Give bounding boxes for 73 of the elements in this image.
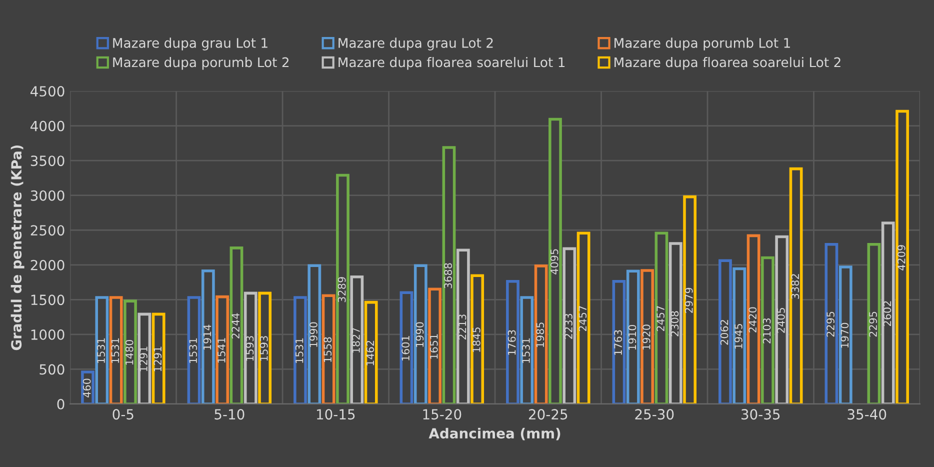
data-label: 1945: [734, 324, 742, 348]
legend-label: Mazare dupa floarea soarelui Lot 2: [614, 57, 840, 70]
data-label: 2420: [748, 307, 757, 332]
y-tick-label: 4000: [30, 120, 64, 132]
legend-label: Mazare dupa grau Lot 1: [113, 38, 268, 50]
x-tick-label: 5-10: [214, 409, 244, 420]
data-label: 2405: [777, 308, 785, 333]
data-label: 1763: [614, 330, 622, 355]
legend-label: Mazare dupa porumb Lot 1: [614, 38, 790, 50]
data-label: 2457: [656, 306, 664, 332]
x-tick-label: 25-30: [635, 409, 674, 420]
y-tick-label: 2000: [30, 260, 64, 270]
data-label: 1531: [97, 338, 105, 363]
data-label: 1827: [352, 328, 360, 353]
data-label: 1291: [140, 346, 148, 372]
data-label: 2295: [826, 312, 834, 337]
y-tick-label: 4500: [30, 86, 64, 97]
data-label: 2457: [578, 306, 587, 332]
data-label: 1920: [642, 324, 650, 350]
data-label: 1763: [508, 330, 516, 355]
data-label: 1291: [154, 346, 162, 372]
data-label: 1970: [840, 322, 849, 348]
x-tick-label: 35-40: [848, 409, 886, 420]
y-tick-label: 1500: [31, 294, 64, 306]
data-label: 3289: [338, 277, 346, 302]
data-label: 460: [82, 378, 91, 398]
y-tick-label: 500: [40, 364, 64, 375]
x-tick-label: 30-35: [742, 409, 780, 420]
data-label: 2308: [670, 311, 679, 336]
data-label: 1990: [416, 322, 424, 347]
data-label: 1531: [111, 338, 120, 363]
data-label: 1593: [260, 336, 268, 361]
data-label: 1531: [295, 338, 304, 363]
x-tick-label: 15-20: [423, 409, 462, 420]
legend-label: Mazare dupa floarea soarelui Lot 1: [338, 57, 565, 70]
data-label: 1531: [522, 338, 530, 363]
x-tick-label: 10-15: [317, 409, 355, 420]
data-label: 2233: [564, 314, 572, 339]
data-label: 1462: [366, 340, 374, 366]
data-label: 2213: [458, 314, 466, 340]
data-label: 2602: [883, 301, 892, 326]
y-axis-title: Gradul de penetrare (KPa): [10, 145, 24, 350]
data-label: 4095: [550, 249, 558, 274]
data-label: 1985: [536, 322, 544, 348]
x-tick-label: 0-5: [112, 409, 134, 420]
data-label: 1910: [628, 324, 636, 350]
data-label: 1845: [472, 327, 480, 352]
y-tick-label: 2500: [30, 225, 64, 236]
y-tick-label: 0: [57, 398, 64, 410]
data-label: 1601: [402, 336, 410, 360]
data-label: 1990: [310, 322, 318, 347]
data-label: 1593: [246, 336, 254, 361]
data-label: 1558: [324, 337, 332, 362]
data-label: 1914: [203, 324, 212, 350]
y-tick-label: 3000: [30, 190, 64, 201]
legend-label: Mazare dupa grau Lot 2: [338, 38, 493, 50]
data-label: 4209: [897, 245, 906, 270]
data-label: 2103: [762, 318, 771, 344]
data-label: 2979: [684, 288, 693, 313]
data-label: 1651: [430, 334, 438, 359]
data-label: 2244: [232, 313, 240, 338]
x-tick-label: 20-25: [528, 409, 568, 420]
data-label: 1541: [218, 338, 226, 362]
data-label: 3688: [444, 263, 452, 288]
y-tick-label: 3500: [30, 156, 64, 166]
data-label: 3382: [791, 274, 800, 299]
y-tick-label: 1000: [31, 329, 64, 340]
data-label: 2062: [720, 320, 728, 345]
legend-label: Mazare dupa porumb Lot 2: [113, 57, 288, 70]
data-label: 1480: [125, 340, 134, 365]
data-label: 1531: [189, 338, 198, 363]
x-axis-title: Adancimea (mm): [428, 428, 560, 440]
data-label: 2295: [869, 312, 877, 337]
